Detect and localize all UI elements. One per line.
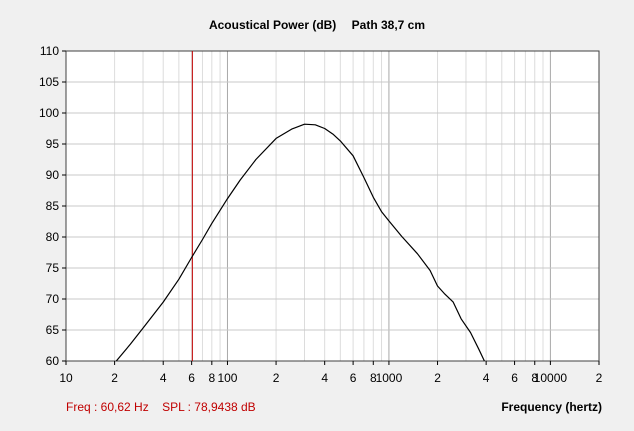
x-tick-label: 10000 — [534, 371, 568, 385]
cursor-frequency: Freq : 60,62 Hz — [66, 400, 149, 414]
x-tick-label: 6 — [511, 371, 518, 385]
response-curve — [115, 123, 485, 362]
cursor-spl: SPL : 78,9438 dB — [162, 400, 256, 414]
x-tick-label: 8 — [370, 371, 377, 385]
cursor-readout: Freq : 60,62 Hz SPL : 78,9438 dB — [66, 400, 266, 414]
x-axis-label: Frequency (hertz) — [501, 400, 602, 414]
y-tick-label: 60 — [46, 354, 60, 368]
y-tick-label: 100 — [39, 106, 59, 120]
y-tick-label: 75 — [46, 261, 60, 275]
x-tick-label: 4 — [321, 371, 328, 385]
x-tick-label: 8 — [531, 371, 538, 385]
x-tick-label: 6 — [188, 371, 195, 385]
x-tick-label: 2 — [273, 371, 280, 385]
x-tick-label: 2 — [111, 371, 118, 385]
chart-title: Acoustical Power (dB) Path 38,7 cm — [0, 18, 634, 32]
y-tick-label: 95 — [46, 137, 60, 151]
x-tick-label: 1000 — [376, 371, 403, 385]
chart-title-text: Acoustical Power (dB) — [208, 18, 337, 32]
x-tick-label: 2 — [596, 371, 603, 385]
x-tick-label: 10 — [59, 371, 73, 385]
x-tick-label: 8 — [208, 371, 215, 385]
y-tick-label: 70 — [46, 292, 60, 306]
y-tick-label: 65 — [46, 323, 60, 337]
x-tick-label: 6 — [350, 371, 357, 385]
x-tick-label: 2 — [434, 371, 441, 385]
y-tick-label: 110 — [40, 44, 59, 58]
y-tick-label: 90 — [46, 168, 60, 182]
y-tick-label: 105 — [39, 75, 59, 89]
chart-subtitle: Path 38,7 cm — [351, 18, 426, 32]
x-tick-label: 4 — [160, 371, 167, 385]
y-tick-label: 80 — [46, 230, 60, 244]
x-tick-label: 4 — [483, 371, 490, 385]
x-tick-label: 100 — [217, 371, 237, 385]
y-tick-label: 85 — [46, 199, 60, 213]
